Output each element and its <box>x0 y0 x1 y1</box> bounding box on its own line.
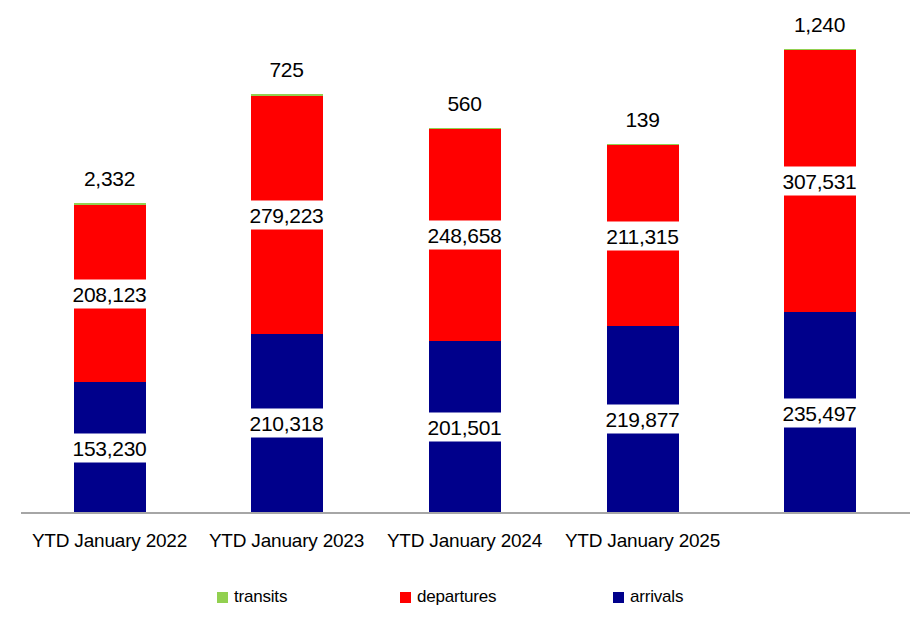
data-label-transits: 1,240 <box>794 12 845 37</box>
data-label-transits: 139 <box>625 107 659 132</box>
data-label-arrivals: 210,318 <box>245 409 329 438</box>
data-label-arrivals: 201,501 <box>423 413 507 442</box>
legend-label: departures <box>417 588 496 606</box>
legend-label: arrivals <box>630 588 683 606</box>
x-axis-label: YTD January 2025 <box>565 529 720 553</box>
data-label-departures: 208,123 <box>68 279 152 308</box>
legend-label: transits <box>234 588 287 606</box>
x-axis-label: YTD January 2023 <box>209 529 364 553</box>
bar-segment-transits <box>74 203 146 205</box>
data-label-departures: 307,531 <box>778 167 862 196</box>
data-label-arrivals: 153,230 <box>68 433 152 462</box>
x-axis-line <box>21 512 910 514</box>
legend-swatch-icon <box>613 592 624 603</box>
legend-item-departures: departures <box>400 588 496 606</box>
legend-item-transits: transits <box>217 588 287 606</box>
data-label-transits: 2,332 <box>84 166 135 191</box>
legend-swatch-icon <box>400 592 411 603</box>
x-axis-label: YTD January 2022 <box>32 529 187 553</box>
data-label-departures: 279,223 <box>245 200 329 229</box>
data-label-departures: 211,315 <box>601 221 683 250</box>
bar-segment-transits <box>784 49 856 50</box>
data-label-transits: 725 <box>269 57 303 82</box>
data-label-arrivals: 235,497 <box>778 398 862 427</box>
legend-swatch-icon <box>217 592 228 603</box>
stacked-bar-chart: 153,230 208,123 2,332 210,318 279,223 725 201,… <box>0 0 915 627</box>
bar-segment-transits <box>429 128 501 129</box>
x-axis-label: YTD January 2024 <box>387 529 542 553</box>
data-label-arrivals: 219,877 <box>601 405 685 434</box>
bar-segment-transits <box>251 94 323 95</box>
bar-segment-transits <box>607 144 679 145</box>
legend-item-arrivals: arrivals <box>613 588 683 606</box>
data-label-departures: 248,658 <box>423 221 507 250</box>
data-label-transits: 560 <box>447 91 481 116</box>
